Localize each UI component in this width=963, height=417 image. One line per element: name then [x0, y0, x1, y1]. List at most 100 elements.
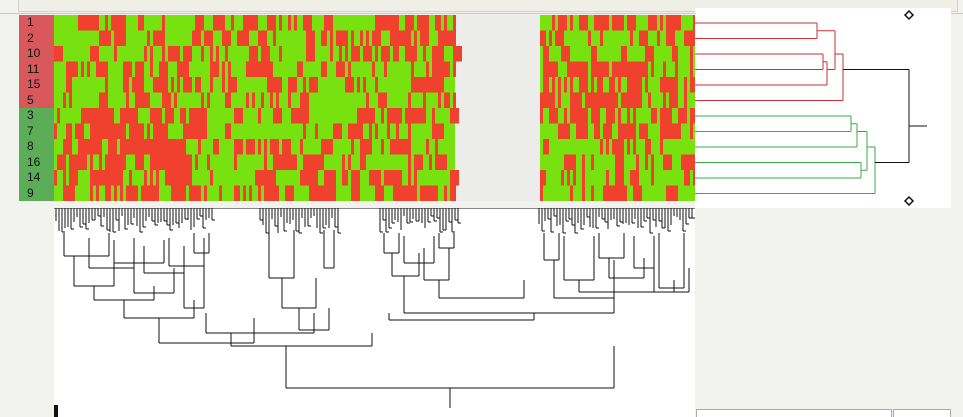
heatmap-cell [306, 170, 309, 186]
heatmap-cell [120, 139, 123, 155]
heatmap-cell [426, 139, 429, 155]
heatmap-cell [129, 108, 138, 124]
heatmap-cell [351, 46, 360, 62]
heatmap-cell [552, 77, 555, 93]
heatmap-cell [552, 61, 555, 77]
heatmap-cell [120, 170, 123, 186]
heatmap-cell [444, 92, 447, 108]
heatmap-cell [540, 185, 543, 201]
heatmap-cell [231, 15, 234, 31]
heatmap-cell [633, 61, 636, 77]
heatmap-cell [78, 139, 81, 155]
heatmap-cell [381, 92, 384, 108]
heatmap-cell [336, 30, 339, 46]
heatmap-cell [369, 139, 372, 155]
heatmap-cell [423, 92, 426, 108]
heatmap-cell [243, 15, 252, 31]
heatmap-cell [363, 46, 372, 62]
heatmap-cell [357, 185, 360, 201]
heatmap-cell [270, 92, 273, 108]
heatmap-cell [144, 139, 147, 155]
heatmap-cell [324, 15, 333, 31]
heatmap-cell [261, 61, 270, 77]
collapse-marker-icon[interactable] [903, 9, 915, 21]
heatmap-cell [630, 30, 633, 46]
heatmap-cell [414, 30, 417, 46]
heatmap-cell [147, 123, 150, 139]
heatmap-cell [693, 154, 695, 170]
heatmap-cell [216, 46, 219, 62]
heatmap-cell [87, 15, 90, 31]
heatmap-cell [618, 185, 627, 201]
heatmap-cell [381, 15, 384, 31]
heatmap-cell [444, 185, 447, 201]
heatmap-cell [543, 46, 546, 62]
heatmap-cell [345, 77, 354, 93]
heatmap-cell [690, 30, 695, 46]
heatmap-cell [102, 123, 105, 139]
resize-handle[interactable] [54, 405, 58, 417]
heatmap-cell [669, 77, 678, 93]
heatmap-cell [324, 61, 327, 77]
heatmap-cell [591, 185, 594, 201]
heatmap-cell [180, 108, 183, 124]
heatmap-cell [567, 154, 570, 170]
heatmap-cell [327, 185, 336, 201]
heatmap-cell [597, 108, 600, 124]
heatmap-cell [258, 61, 261, 77]
heatmap-cell [180, 139, 183, 155]
heatmap-cell [111, 123, 114, 139]
heatmap-cell [639, 30, 648, 46]
heatmap-cell [54, 123, 57, 139]
heatmap-cell [606, 170, 609, 186]
heatmap-cell [162, 139, 165, 155]
heatmap-cell [636, 61, 639, 77]
heatmap-cell [423, 77, 426, 93]
heatmap-cell [240, 30, 243, 46]
heatmap-cell [156, 139, 165, 155]
heatmap-cell [576, 61, 579, 77]
heatmap-cell [240, 139, 243, 155]
heatmap-cell [573, 170, 576, 186]
heatmap-cell [225, 92, 228, 108]
heatmap-cell [585, 77, 588, 93]
heatmap-cell [237, 185, 240, 201]
heatmap-cell [321, 139, 324, 155]
heatmap-cell [591, 61, 600, 77]
heatmap-cell [666, 15, 675, 31]
heatmap-cell [159, 123, 162, 139]
heatmap-cell [603, 123, 612, 139]
heatmap-cell [81, 61, 84, 77]
heatmap-cell [423, 108, 426, 124]
heatmap-cell [366, 92, 369, 108]
heatmap-cell [393, 46, 396, 62]
heatmap-cell [66, 123, 69, 139]
heatmap-cell [360, 123, 363, 139]
heatmap-cell [63, 139, 72, 155]
heatmap-cell [72, 154, 75, 170]
heatmap-cell [303, 77, 306, 93]
heatmap-cell [399, 139, 402, 155]
heatmap-cell [225, 123, 228, 139]
heatmap-cell [141, 15, 144, 31]
heatmap-cell [636, 185, 639, 201]
heatmap-cell [357, 77, 360, 93]
heatmap-cell [138, 139, 141, 155]
heatmap-cell [138, 154, 141, 170]
heatmap-cell [393, 185, 402, 201]
heatmap-cell [54, 46, 63, 62]
heatmap-cell [258, 108, 261, 124]
heatmap-cell [681, 154, 690, 170]
heatmap-cell [630, 77, 633, 93]
heatmap-cell [639, 185, 642, 201]
heatmap-cell [123, 77, 126, 93]
heatmap-cell [633, 77, 636, 93]
heatmap-cell [207, 92, 210, 108]
heatmap-cell [561, 170, 564, 186]
heatmap-cell [120, 185, 123, 201]
collapse-marker-icon[interactable] [903, 195, 915, 207]
heatmap-cell [579, 61, 582, 77]
heatmap-cell [540, 92, 549, 108]
heatmap-cell [444, 15, 447, 31]
heatmap-cell [582, 123, 585, 139]
